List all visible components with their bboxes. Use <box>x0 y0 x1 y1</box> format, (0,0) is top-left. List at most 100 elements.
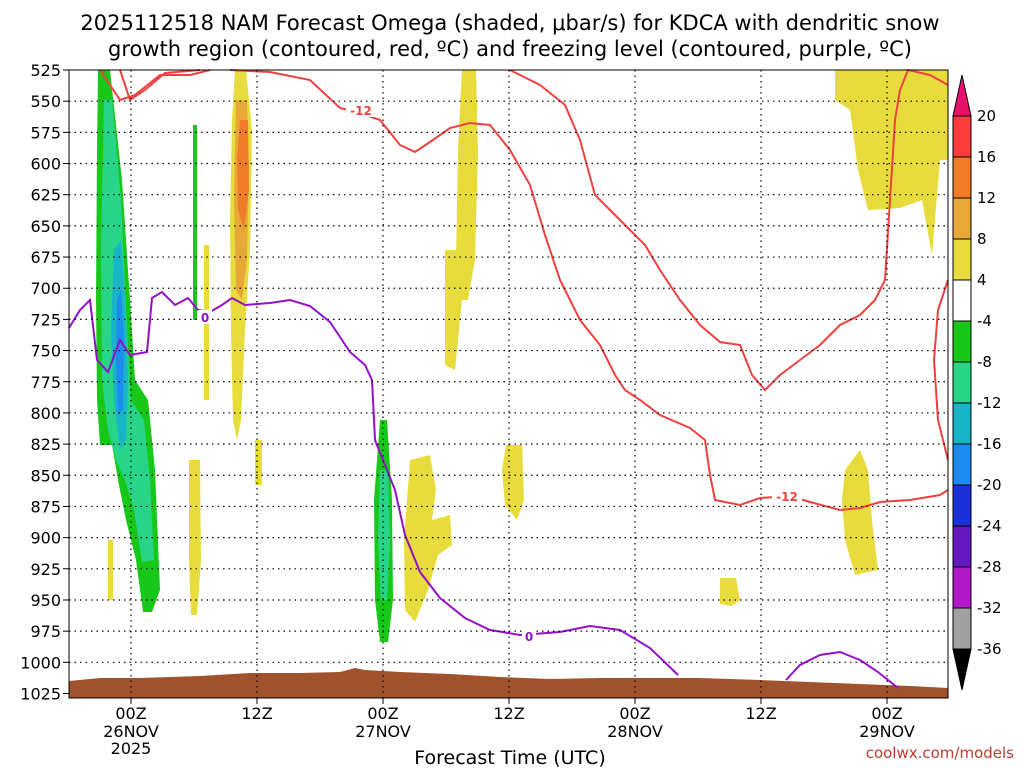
pressure-axis: 525 550 575 600 625 650 675 700 725 750 775 800 825 8… <box>20 61 69 704</box>
colorbar-swatch <box>952 115 972 158</box>
colorbar-swatch <box>952 566 972 609</box>
colorbar-swatch <box>952 238 972 281</box>
omega-region-yellow-15z-28nov <box>720 578 740 606</box>
pressure-tick-label: 900 <box>30 529 61 548</box>
dgz-contour-main <box>229 69 949 512</box>
time-tick-label: 12Z <box>745 704 776 723</box>
colorbar-swatch <box>952 402 972 445</box>
contour-layer <box>68 68 949 689</box>
time-tick-label: 12Z <box>241 704 272 723</box>
colorbar-label: -36 <box>977 640 1002 658</box>
time-tick-date: 29NOV <box>859 722 915 741</box>
pressure-tick-label: 875 <box>30 497 61 516</box>
credit-text: coolwx.com/models <box>866 744 1014 762</box>
pressure-tick-label: 850 <box>30 466 61 485</box>
omega-region-yellow-07z-lower <box>189 460 201 615</box>
colorbar-label: -32 <box>977 599 1002 617</box>
pressure-tick-label: 550 <box>30 92 61 111</box>
omega-region-teal-27nov <box>378 470 390 600</box>
pressure-tick-label: 750 <box>30 342 61 361</box>
omega-region-teal-west <box>101 100 154 562</box>
time-tick-label: 00Z <box>115 704 146 723</box>
colorbar-label: -28 <box>977 558 1002 576</box>
omega-region-yellow-small-1 <box>108 540 113 600</box>
dgz-contour-right <box>509 68 949 392</box>
omega-region-yellow-18z <box>456 70 478 300</box>
time-tick-label: 00Z <box>619 704 650 723</box>
contour-labels: -12 -12 0 0 <box>198 103 802 644</box>
dgz-contour-edge <box>932 279 949 461</box>
pressure-tick-label: 825 <box>30 435 61 454</box>
contour-label-dgz-lower: -12 <box>776 490 798 504</box>
pressure-tick-label: 1000 <box>20 653 61 672</box>
terrain-ground <box>69 668 948 698</box>
colorbar-swatch-max-arrow <box>952 74 972 117</box>
pressure-tick-label: 600 <box>30 155 61 174</box>
colorbar-label: -20 <box>977 476 1002 494</box>
omega-region-yellow-17z <box>445 250 462 370</box>
contour-label-bg-2 <box>772 489 802 503</box>
colorbar-label: 4 <box>977 271 987 289</box>
pressure-tick-label: 525 <box>30 61 61 80</box>
title-line-1: 2025112518 NAM Forecast Omega (shaded, μ… <box>80 11 939 35</box>
dgz-contour-upper <box>119 69 201 102</box>
colorbar: 20 16 12 8 4 -4 -8 -12 -16 -20 -24 -28 -32 -36 <box>952 74 1002 691</box>
colorbar-swatch <box>952 525 972 568</box>
colorbar-label: 8 <box>977 230 987 248</box>
freezing-level-contour-right <box>785 650 899 689</box>
colorbar-swatch <box>952 197 972 240</box>
pressure-tick-label: 650 <box>30 217 61 236</box>
colorbar-label: -16 <box>977 435 1002 453</box>
colorbar-swatch <box>952 484 972 527</box>
title-line-2: growth region (contoured, red, ºC) and f… <box>108 37 912 61</box>
freezing-level-contour-main <box>68 290 679 676</box>
time-tick-label: 00Z <box>871 704 902 723</box>
colorbar-swatch <box>952 607 972 650</box>
colorbar-swatch <box>952 320 972 363</box>
colorbar-label: -8 <box>977 353 992 371</box>
omega-region-yellow-lower-right <box>842 450 878 575</box>
pressure-tick-label: 675 <box>30 248 61 267</box>
time-tick-date: 26NOV <box>103 722 159 741</box>
pressure-tick-label: 800 <box>30 404 61 423</box>
omega-region-yellow-small-2 <box>255 440 262 485</box>
contour-label-bg-4 <box>522 629 536 643</box>
pressure-tick-label: 700 <box>30 279 61 298</box>
contour-label-bg-1 <box>346 103 376 117</box>
pressure-tick-label: 950 <box>30 591 61 610</box>
time-tick-date: 28NOV <box>607 722 663 741</box>
colorbar-swatch-min-arrow <box>952 648 972 691</box>
x-axis-label: Forecast Time (UTC) <box>414 747 605 768</box>
time-tick-label: 12Z <box>493 704 524 723</box>
colorbar-swatch <box>952 279 972 322</box>
dgz-contour-left <box>99 69 211 102</box>
pressure-tick-label: 925 <box>30 560 61 579</box>
omega-region-green-streak <box>193 125 197 320</box>
time-tick-year: 2025 <box>111 739 152 758</box>
time-tick-label: 00Z <box>367 704 398 723</box>
colorbar-label: -12 <box>977 394 1002 412</box>
colorbar-swatch <box>952 443 972 486</box>
colorbar-label: 20 <box>977 107 996 125</box>
colorbar-label: -24 <box>977 517 1002 535</box>
omega-shading-layer <box>96 70 948 642</box>
pressure-tick-label: 775 <box>30 373 61 392</box>
pressure-tick-label: 725 <box>30 310 61 329</box>
colorbar-swatch <box>952 156 972 199</box>
colorbar-label: -4 <box>977 312 992 330</box>
contour-label-bg-3 <box>198 310 212 324</box>
grid-layer <box>69 70 948 698</box>
pressure-tick-label: 1025 <box>20 685 61 704</box>
omega-region-orange-12z <box>237 120 249 230</box>
contour-label-dgz-upper: -12 <box>350 104 372 118</box>
pressure-tick-label: 975 <box>30 622 61 641</box>
omega-region-blue-west <box>116 290 124 415</box>
colorbar-swatch <box>952 361 972 404</box>
contour-label-freezing-lower: 0 <box>525 630 533 644</box>
omega-region-yellow-12z-27nov <box>502 445 524 520</box>
pressure-tick-label: 625 <box>30 186 61 205</box>
contour-label-freezing-upper: 0 <box>201 311 209 325</box>
colorbar-label: 16 <box>977 148 996 166</box>
